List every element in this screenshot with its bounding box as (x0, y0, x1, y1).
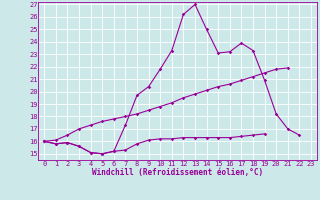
X-axis label: Windchill (Refroidissement éolien,°C): Windchill (Refroidissement éolien,°C) (92, 168, 263, 177)
